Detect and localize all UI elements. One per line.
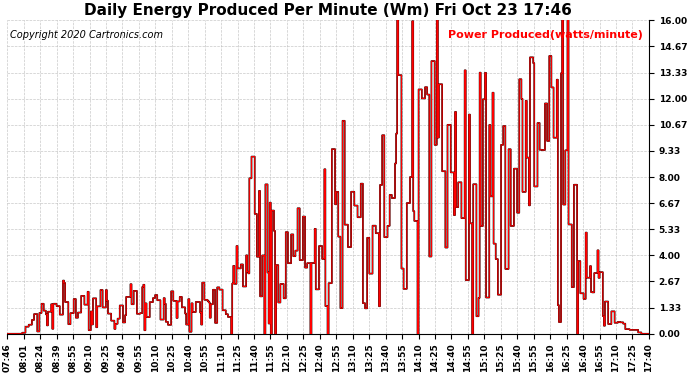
Title: Daily Energy Produced Per Minute (Wm) Fri Oct 23 17:46: Daily Energy Produced Per Minute (Wm) Fr… <box>84 3 572 18</box>
Text: Copyright 2020 Cartronics.com: Copyright 2020 Cartronics.com <box>10 30 164 40</box>
Text: Power Produced(watts/minute): Power Produced(watts/minute) <box>448 30 642 40</box>
